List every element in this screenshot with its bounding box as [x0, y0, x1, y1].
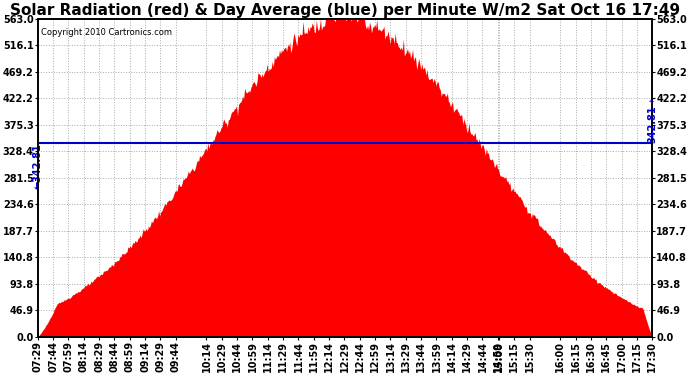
- Text: 342.81→: 342.81→: [648, 98, 658, 143]
- Title: Solar Radiation (red) & Day Average (blue) per Minute W/m2 Sat Oct 16 17:49: Solar Radiation (red) & Day Average (blu…: [10, 3, 680, 18]
- Text: ←342.81: ←342.81: [32, 143, 42, 189]
- Text: Copyright 2010 Cartronics.com: Copyright 2010 Cartronics.com: [41, 28, 172, 38]
